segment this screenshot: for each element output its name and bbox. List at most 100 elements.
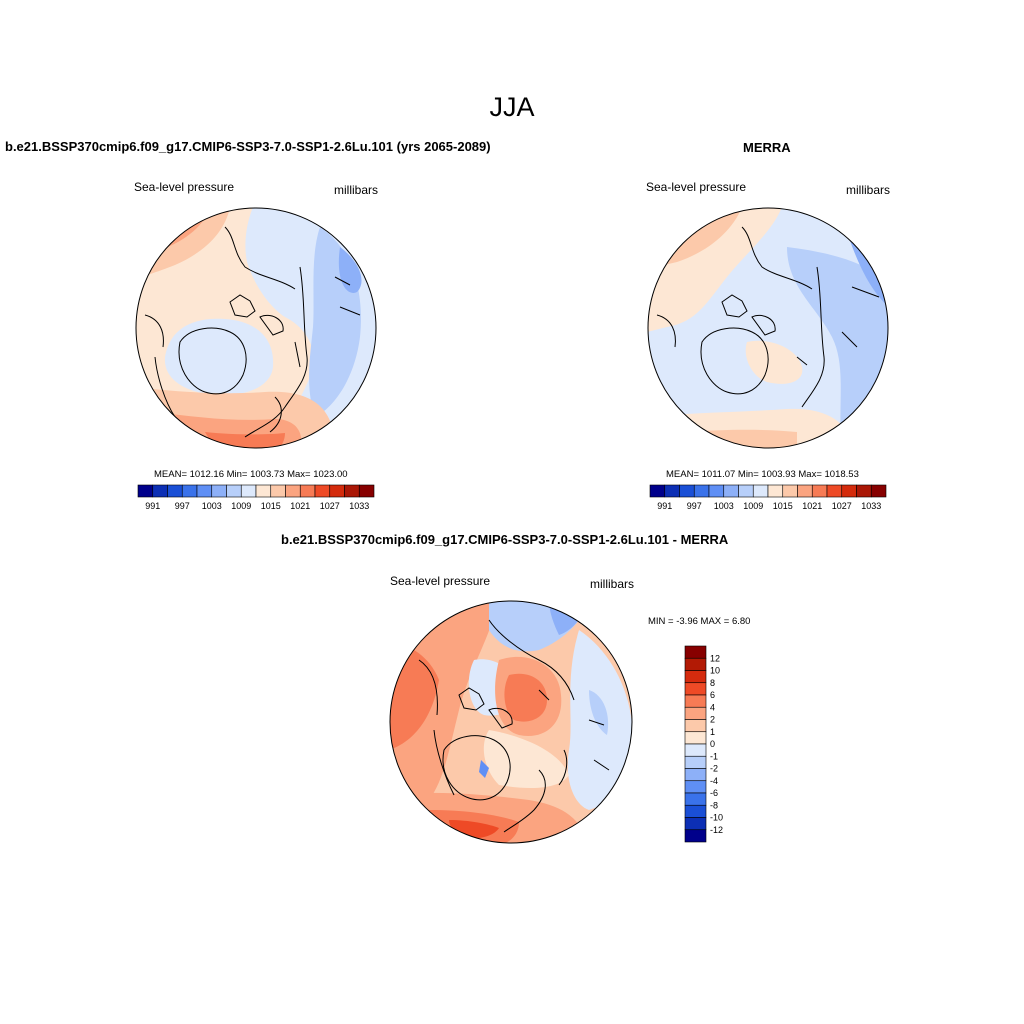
model-colorbar-tick-label: 1009 [231, 501, 251, 511]
diff-stats-text: MIN = -3.96 MAX = 6.80 [648, 616, 751, 627]
diff-colorbar-box-11 [684, 780, 707, 794]
model-polar-map [135, 207, 377, 449]
obs-colorbar-box-8 [767, 484, 784, 498]
diff-colorbar-box-4 [684, 694, 707, 708]
diff-colorbar-tick-label: 4 [710, 702, 715, 712]
diff-colorbar-box-14 [684, 817, 707, 831]
obs-colorbar-box-6 [738, 484, 754, 498]
obs-colorbar-box-12 [826, 484, 843, 498]
obs-colorbar-tick-label: 1015 [773, 501, 793, 511]
model-colorbar: 991 997 1003 1009 1015 1021 1027 1033 [137, 484, 375, 511]
model-colorbar-box-7 [240, 484, 257, 498]
diff-colorbar-box-13 [684, 804, 707, 818]
diff-colorbar-tick-label: 10 [710, 666, 720, 676]
obs-colorbar: 991 997 1003 1009 1015 1021 1027 1033 [649, 484, 887, 511]
diff-variable-label: Sea-level pressure [390, 574, 491, 588]
diff-colorbar-tick-label: -10 [710, 813, 723, 823]
page-title: JJA [489, 92, 535, 122]
obs-colorbar-tick-label: 1033 [861, 501, 881, 511]
model-colorbar-box-0 [137, 484, 154, 498]
model-colorbar-box-10 [285, 484, 301, 498]
model-colorbar-tick-label: 1027 [320, 501, 340, 511]
diff-colorbar-box-9 [684, 755, 707, 769]
diff-high-center-orange [504, 673, 547, 722]
diff-colorbar-box-3 [684, 682, 707, 696]
model-colorbar-tick-label: 991 [145, 501, 160, 511]
obs-colorbar-box-10 [797, 484, 813, 498]
model-stats-text: MEAN= 1012.16 Min= 1003.73 Max= 1023.00 [154, 469, 348, 480]
obs-panel-title: MERRA [743, 140, 791, 155]
obs-low-mid-blue [847, 232, 888, 307]
obs-colorbar-box-4 [708, 484, 725, 498]
diff-colorbar-tick-label: -1 [710, 751, 718, 761]
diff-salmon-west [390, 601, 499, 805]
obs-colorbar-box-15 [870, 484, 887, 498]
diff-colorbar-box-2 [684, 670, 707, 684]
model-low-mid-blue [338, 247, 362, 293]
diff-colorbar-box-7 [684, 731, 707, 745]
model-colorbar-box-1 [152, 484, 168, 498]
model-colorbar-box-4 [196, 484, 213, 498]
obs-colorbar-tick-label: 1003 [714, 501, 734, 511]
diff-panel-title: b.e21.BSSP370cmip6.f09_g17.CMIP6-SSP3-7.… [281, 532, 729, 547]
model-colorbar-tick-label: 1021 [290, 501, 310, 511]
model-colorbar-box-12 [314, 484, 331, 498]
diff-colorbar-box-10 [684, 768, 707, 782]
diff-colorbar-tick-label: 0 [710, 739, 715, 749]
model-colorbar-box-5 [211, 484, 227, 498]
model-coastlines [144, 226, 361, 438]
diff-colorbar-box-8 [684, 743, 707, 757]
diff-colorbar-tick-label: 6 [710, 690, 715, 700]
obs-high-light-red-mid [745, 340, 803, 384]
diff-pale-blue-east [589, 690, 609, 735]
obs-high-pale-red-bottom [687, 429, 797, 448]
diff-colorbar-tick-label: -4 [710, 776, 718, 786]
obs-colorbar-tick-label: 1027 [832, 501, 852, 511]
model-colorbar-box-13 [329, 484, 345, 498]
model-colorbar-box-14 [344, 484, 360, 498]
obs-colorbar-box-14 [856, 484, 872, 498]
obs-colorbar-box-2 [679, 484, 695, 498]
model-low-blue-greenland [164, 318, 274, 396]
obs-map-border [647, 207, 889, 449]
obs-colorbar-box-7 [752, 484, 769, 498]
obs-stats-text: MEAN= 1011.07 Min= 1003.93 Max= 1018.53 [666, 469, 859, 480]
diff-map-border [389, 600, 633, 844]
diff-blue-greenland [479, 760, 489, 778]
diff-colorbar-tick-label: -12 [710, 825, 723, 835]
obs-colorbar-tick-label: 991 [657, 501, 672, 511]
diff-colorbar-box-0 [684, 645, 707, 659]
model-colorbar-box-9 [270, 484, 286, 498]
obs-colorbar-tick-label: 1009 [743, 501, 763, 511]
diff-colorbar-tick-label: 1 [710, 727, 715, 737]
model-variable-label: Sea-level pressure [134, 180, 235, 194]
obs-coastlines [656, 226, 880, 408]
obs-polar-map [647, 207, 889, 449]
diff-colorbar-tick-label: -6 [710, 788, 718, 798]
diff-light-red-south [483, 730, 569, 788]
model-colorbar-tick-label: 1003 [202, 501, 222, 511]
model-colorbar-box-8 [255, 484, 272, 498]
diff-colorbar-tick-label: 2 [710, 715, 715, 725]
model-panel-title: b.e21.BSSP370cmip6.f09_g17.CMIP6-SSP3-7.… [5, 139, 491, 154]
obs-colorbar-box-13 [841, 484, 857, 498]
diff-colorbar-tick-label: -2 [710, 764, 718, 774]
obs-colorbar-tick-label: 1021 [802, 501, 822, 511]
diff-colorbar-box-15 [684, 829, 707, 843]
obs-colorbar-box-9 [782, 484, 798, 498]
model-colorbar-box-6 [226, 484, 242, 498]
obs-colorbar-box-3 [693, 484, 710, 498]
diff-colorbar-tick-label: -8 [710, 800, 718, 810]
obs-units-label: millibars [846, 183, 891, 197]
obs-colorbar-box-11 [811, 484, 828, 498]
model-colorbar-box-3 [181, 484, 198, 498]
obs-colorbar-tick-label: 997 [687, 501, 702, 511]
diff-colorbar-box-1 [684, 657, 707, 671]
obs-low-pale-blue [787, 247, 888, 448]
model-colorbar-box-11 [299, 484, 316, 498]
diff-colorbar-tick-label: 12 [710, 653, 720, 663]
diff-coastlines [418, 619, 610, 833]
diff-colorbar-tick-label: 8 [710, 678, 715, 688]
model-colorbar-tick-label: 997 [175, 501, 190, 511]
